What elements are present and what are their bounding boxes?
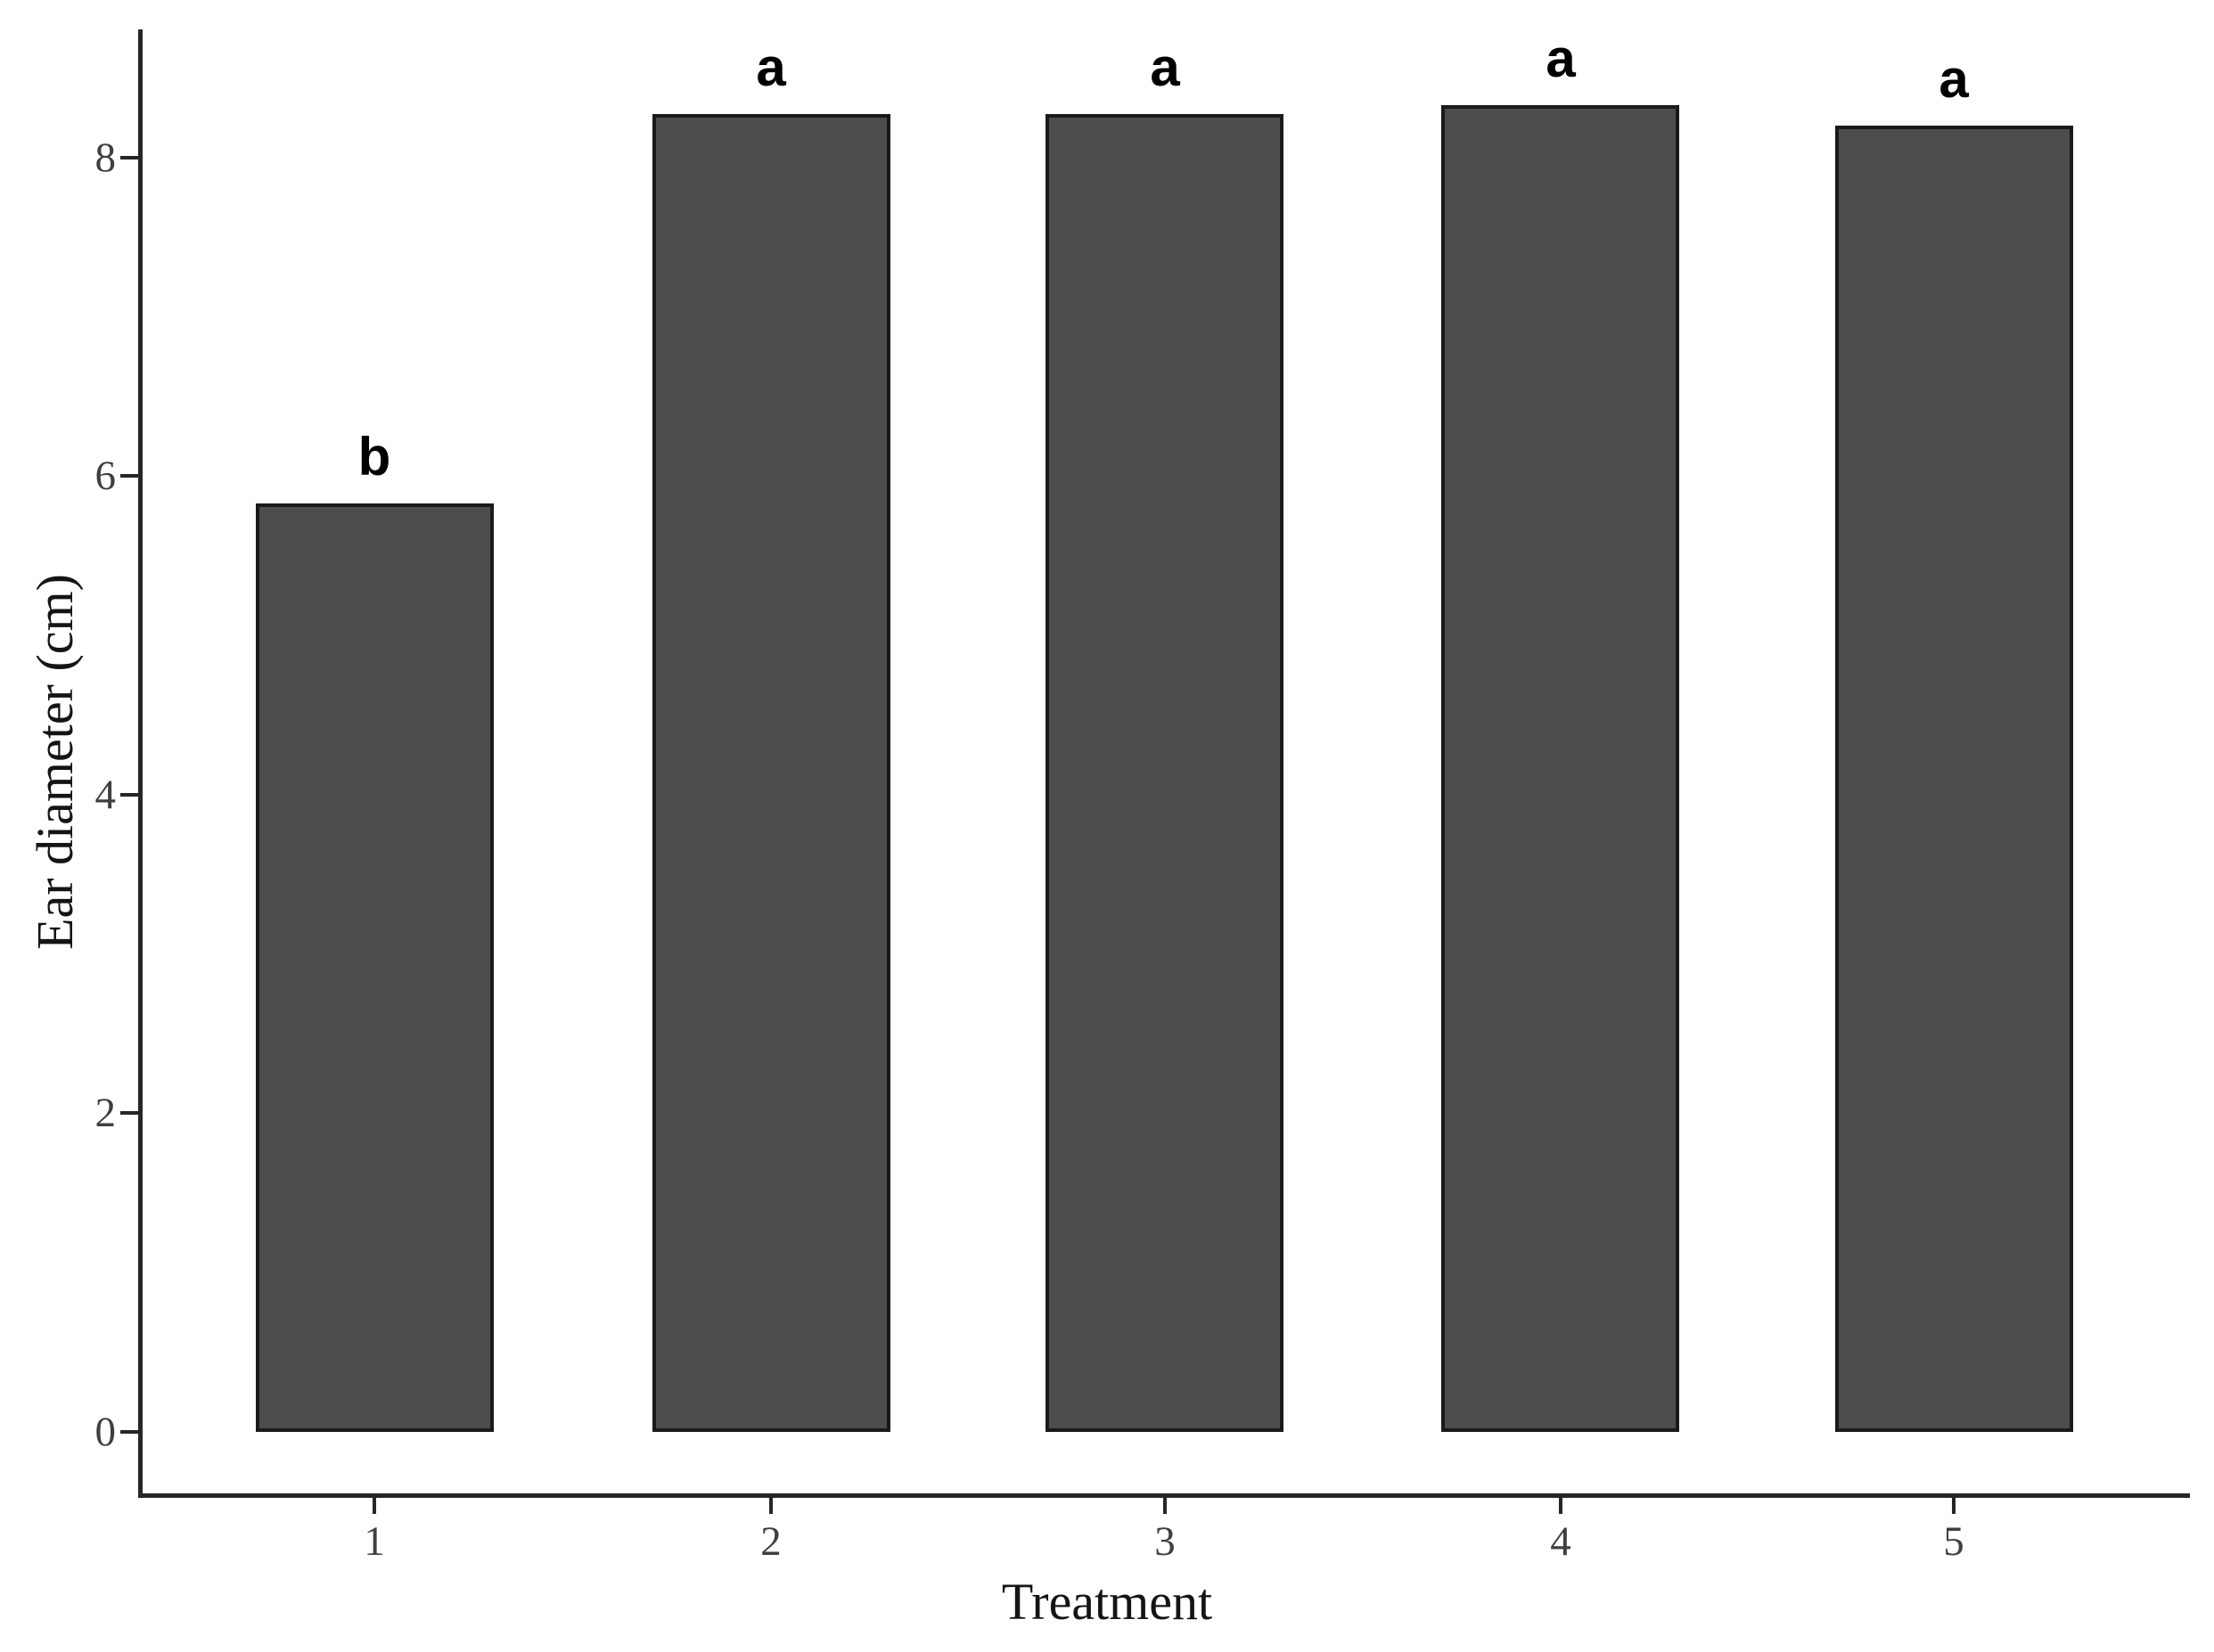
y-tick-label: 0 (94, 1409, 117, 1455)
y-axis-title: Ear diameter (cm) (26, 574, 84, 950)
y-tick-mark (120, 793, 140, 797)
x-tick-label: 3 (1154, 1518, 1176, 1565)
x-tick-label: 5 (1943, 1518, 1964, 1565)
x-tick-label: 1 (364, 1518, 385, 1565)
y-tick-mark (120, 474, 140, 478)
x-tick-mark (1559, 1498, 1562, 1514)
plot-panel: b a a a a (140, 29, 2189, 1495)
x-tick-mark (1952, 1498, 1956, 1514)
significance-letter: a (1939, 49, 1969, 109)
y-tick-mark (120, 1111, 140, 1115)
bar-treatment-5 (1835, 126, 2073, 1432)
x-tick-mark (373, 1498, 376, 1514)
y-tick-mark (120, 156, 140, 159)
x-tick-label: 2 (760, 1518, 782, 1565)
significance-letter: a (756, 37, 786, 97)
y-axis-line (138, 29, 143, 1498)
x-tick-mark (769, 1498, 773, 1514)
x-axis-title: Treatment (1001, 1573, 1213, 1631)
y-tick-label: 8 (94, 135, 117, 181)
bar-treatment-1 (256, 503, 494, 1432)
y-tick-mark (120, 1430, 140, 1434)
significance-letter: b (357, 427, 391, 487)
x-tick-label: 4 (1550, 1518, 1571, 1565)
bar-treatment-2 (652, 114, 890, 1432)
significance-letter: a (1546, 29, 1576, 88)
y-tick-label: 2 (94, 1090, 117, 1136)
bar-treatment-4 (1441, 105, 1679, 1432)
x-axis-line (138, 1493, 2190, 1498)
bar-treatment-3 (1046, 114, 1283, 1432)
x-tick-mark (1163, 1498, 1167, 1514)
significance-letter: a (1150, 37, 1180, 97)
y-tick-label: 6 (94, 453, 117, 499)
y-tick-label: 4 (94, 772, 117, 818)
